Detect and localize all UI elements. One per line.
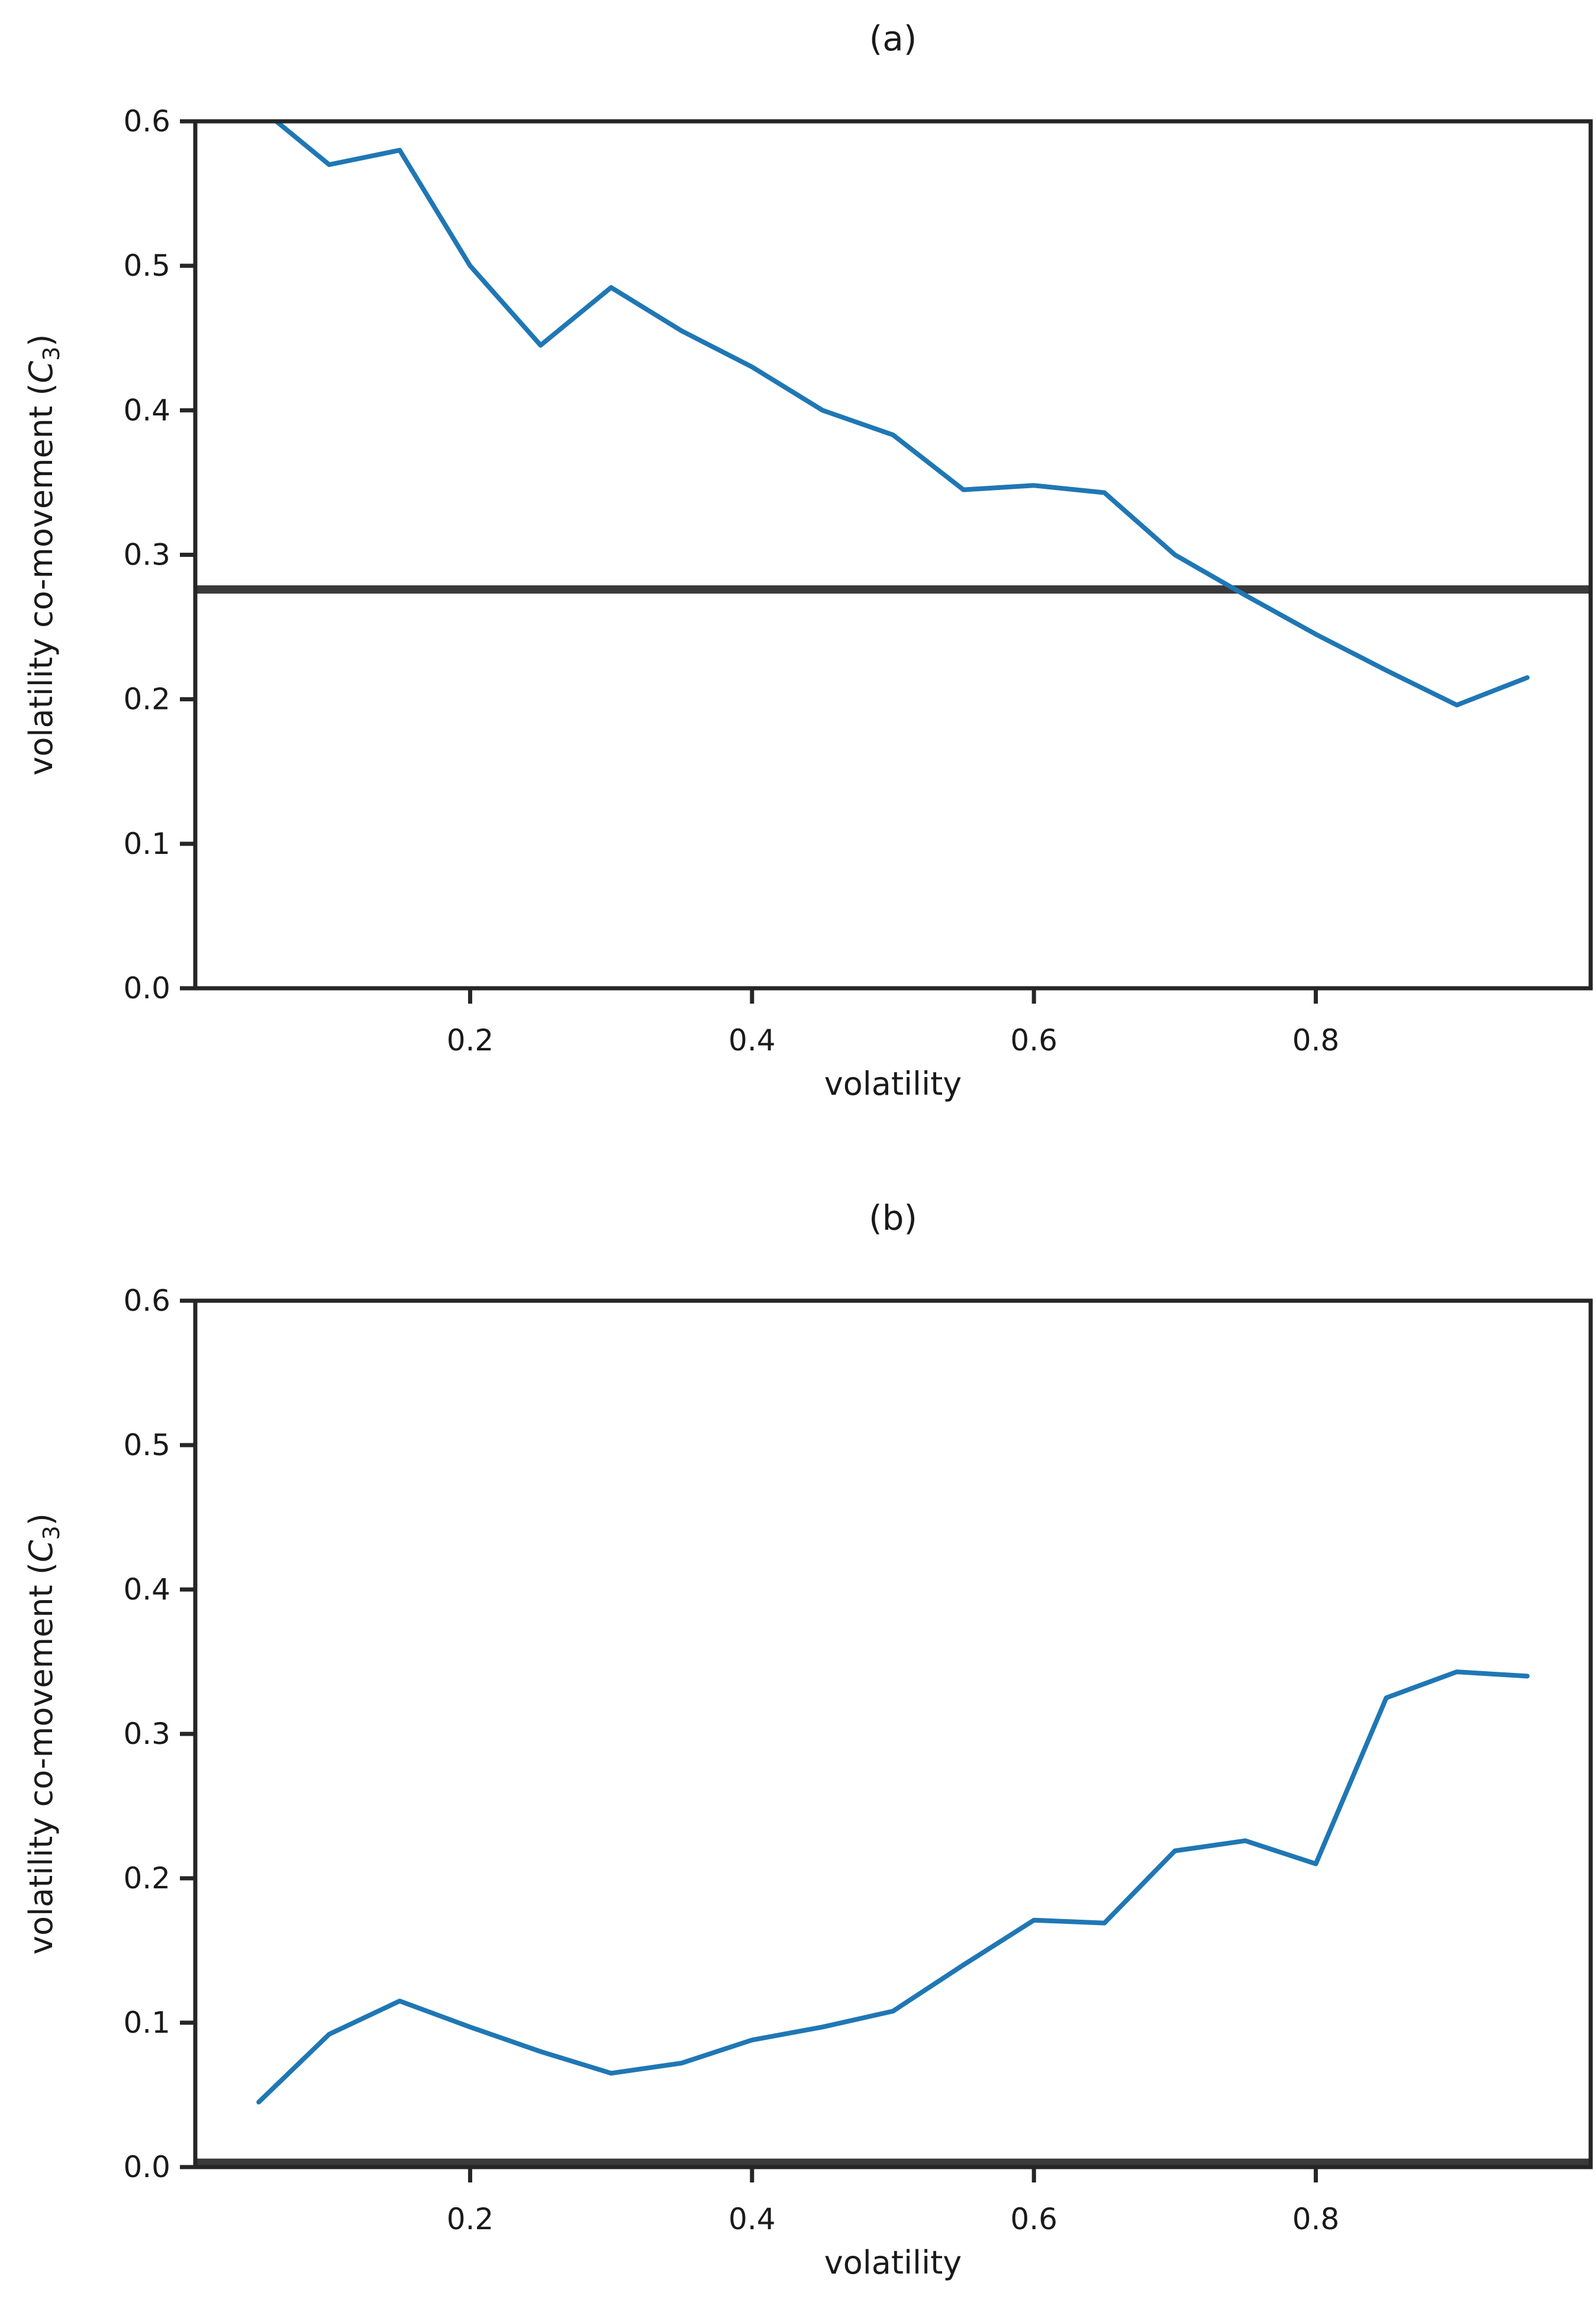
- axes-spines: [193, 119, 1593, 991]
- y-tick-label: 0.3: [123, 538, 170, 572]
- y-tick-label: 0.4: [123, 393, 170, 427]
- series-line: [272, 121, 1530, 708]
- x-tick-label: 0.2: [447, 1023, 494, 1057]
- x-tick-label: 0.4: [728, 2202, 776, 2236]
- panel-title: (b): [869, 1198, 917, 1238]
- y-tick-label: 0.4: [123, 1572, 170, 1607]
- y-tick-label: 0.5: [123, 249, 170, 283]
- panel-a-chart: (a) 0.2 0.4 0.6 0.8 0.0 0.1 0.2 0.3 0.4 0.5 0.6 vola…: [22, 18, 1593, 1102]
- axes-spines: [193, 1298, 1593, 2169]
- x-axis-label: volatility: [824, 2244, 962, 2281]
- x-tick-label: 0.8: [1292, 1023, 1340, 1057]
- panel-b-chart: (b) 0.2 0.4 0.6 0.8 0.0 0.1 0.2 0.3 0.4 0.5 0.6 vola…: [22, 1198, 1593, 2281]
- y-tick-label: 0.0: [123, 971, 170, 1005]
- y-tick-label: 0.6: [123, 104, 170, 138]
- y-tick-label: 0.1: [123, 2006, 170, 2040]
- y-tick-label: 0.6: [123, 1284, 170, 1318]
- y-tick-label: 0.1: [123, 827, 170, 861]
- x-tick-label: 0.6: [1010, 2202, 1057, 2236]
- y-tick-label: 0.5: [123, 1428, 170, 1462]
- y-tick-label: 0.3: [123, 1717, 170, 1751]
- x-tick-label: 0.8: [1292, 2202, 1340, 2236]
- x-tick-label: 0.4: [728, 1023, 776, 1057]
- x-axis-label: volatility: [824, 1065, 962, 1102]
- series-line: [256, 1669, 1530, 2105]
- y-tick-label: 0.2: [123, 682, 170, 717]
- x-tick-label: 0.6: [1010, 1023, 1057, 1057]
- x-tick-label: 0.2: [447, 2202, 494, 2236]
- y-tick-label: 0.0: [123, 2150, 170, 2184]
- panel-title: (a): [869, 18, 917, 59]
- y-axis-label: volatility co-movement (C3): [22, 334, 65, 775]
- y-axis-label: volatility co-movement (C3): [22, 1513, 65, 1955]
- y-tick-label: 0.2: [123, 1861, 170, 1895]
